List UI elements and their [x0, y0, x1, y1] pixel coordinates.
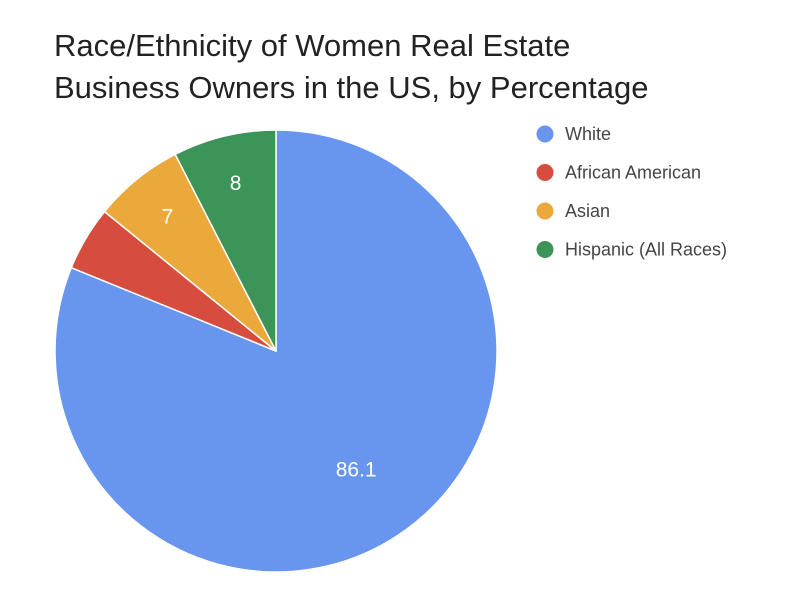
chart-title-line-2: Business Owners in the US, by Percentage	[54, 70, 648, 105]
pie-slices	[54, 129, 498, 573]
legend-item-african-american: African American	[536, 163, 701, 183]
legend-swatch-hispanic-all-races	[536, 241, 554, 258]
legend-label-hispanic-all-races: Hispanic (All Races)	[565, 240, 727, 260]
chart-legend: White African American Asian Hispanic (All …	[536, 124, 727, 260]
legend-swatch-asian	[536, 202, 554, 220]
legend-item-hispanic-all-races: Hispanic (All Races)	[536, 240, 727, 260]
legend-swatch-african-american	[536, 164, 554, 181]
legend-label-white: White	[565, 124, 611, 144]
legend-label-asian: Asian	[565, 201, 610, 221]
slice-label-hispanic-all-races: 8	[230, 172, 242, 195]
legend-item-asian: Asian	[536, 201, 610, 221]
pie-slice-hispanic-all-races	[174, 129, 277, 352]
chart-title-line-1: Race/Ethnicity of Women Real Estate	[54, 28, 570, 63]
legend-item-white: White	[536, 124, 611, 144]
legend-swatch-white	[536, 125, 554, 143]
slice-label-white: 86.1	[336, 459, 377, 482]
chart-title: Race/Ethnicity of Women Real Estate Busi…	[54, 28, 648, 105]
pie-slice-labels: 86.1 7 8	[162, 172, 377, 482]
legend-label-african-american: African American	[565, 163, 701, 183]
slice-label-asian: 7	[162, 206, 174, 229]
